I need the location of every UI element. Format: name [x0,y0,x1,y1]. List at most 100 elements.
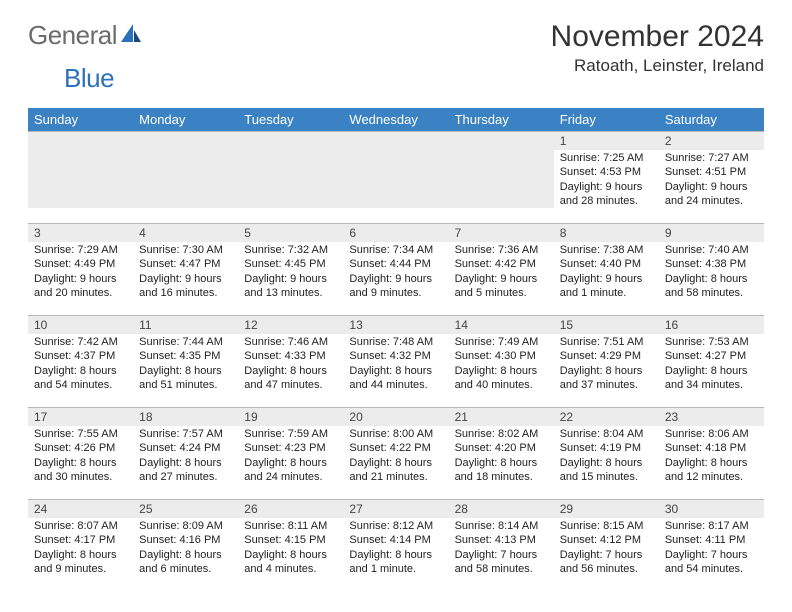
calendar-day-cell: 16Sunrise: 7:53 AMSunset: 4:27 PMDayligh… [659,316,764,408]
sunrise-text: Sunrise: 8:09 AM [139,519,232,533]
sunset-text: Sunset: 4:22 PM [349,441,442,455]
day-details: Sunrise: 7:46 AMSunset: 4:33 PMDaylight:… [238,334,343,396]
day-details: Sunrise: 7:57 AMSunset: 4:24 PMDaylight:… [133,426,238,488]
sunrise-text: Sunrise: 8:04 AM [560,427,653,441]
calendar-day-cell: 14Sunrise: 7:49 AMSunset: 4:30 PMDayligh… [449,316,554,408]
day-details: Sunrise: 8:02 AMSunset: 4:20 PMDaylight:… [449,426,554,488]
sunrise-text: Sunrise: 7:51 AM [560,335,653,349]
day-details: Sunrise: 7:27 AMSunset: 4:51 PMDaylight:… [659,150,764,212]
daylight-line1: Daylight: 9 hours [560,180,653,194]
calendar-header-row: Sunday Monday Tuesday Wednesday Thursday… [28,108,764,131]
daylight-line1: Daylight: 9 hours [455,272,548,286]
sunset-text: Sunset: 4:18 PM [665,441,758,455]
day-number [449,132,554,150]
sunrise-text: Sunrise: 7:40 AM [665,243,758,257]
daylight-line1: Daylight: 9 hours [244,272,337,286]
sunrise-text: Sunrise: 7:30 AM [139,243,232,257]
sunrise-text: Sunrise: 8:07 AM [34,519,127,533]
calendar-day-cell: 18Sunrise: 7:57 AMSunset: 4:24 PMDayligh… [133,408,238,500]
calendar-day-cell: 19Sunrise: 7:59 AMSunset: 4:23 PMDayligh… [238,408,343,500]
day-number: 2 [659,132,764,150]
daylight-line2: and 58 minutes. [665,286,758,300]
sunrise-text: Sunrise: 7:29 AM [34,243,127,257]
day-details: Sunrise: 8:17 AMSunset: 4:11 PMDaylight:… [659,518,764,580]
sunset-text: Sunset: 4:24 PM [139,441,232,455]
day-number: 7 [449,224,554,242]
sunset-text: Sunset: 4:44 PM [349,257,442,271]
day-details: Sunrise: 8:09 AMSunset: 4:16 PMDaylight:… [133,518,238,580]
calendar-day-cell: 6Sunrise: 7:34 AMSunset: 4:44 PMDaylight… [343,224,448,316]
daylight-line1: Daylight: 8 hours [244,364,337,378]
daylight-line2: and 12 minutes. [665,470,758,484]
calendar-day-cell: 12Sunrise: 7:46 AMSunset: 4:33 PMDayligh… [238,316,343,408]
daylight-line2: and 1 minute. [560,286,653,300]
day-number: 1 [554,132,659,150]
calendar-day-cell: 5Sunrise: 7:32 AMSunset: 4:45 PMDaylight… [238,224,343,316]
day-details: Sunrise: 7:55 AMSunset: 4:26 PMDaylight:… [28,426,133,488]
calendar-day-cell: 30Sunrise: 8:17 AMSunset: 4:11 PMDayligh… [659,500,764,592]
sunrise-text: Sunrise: 7:42 AM [34,335,127,349]
calendar-day-cell: 8Sunrise: 7:38 AMSunset: 4:40 PMDaylight… [554,224,659,316]
calendar-day-cell: 1Sunrise: 7:25 AMSunset: 4:53 PMDaylight… [554,132,659,224]
col-thursday: Thursday [449,108,554,131]
sunset-text: Sunset: 4:29 PM [560,349,653,363]
day-details: Sunrise: 7:29 AMSunset: 4:49 PMDaylight:… [28,242,133,304]
day-number: 30 [659,500,764,518]
sunset-text: Sunset: 4:51 PM [665,165,758,179]
daylight-line1: Daylight: 9 hours [560,272,653,286]
day-number: 22 [554,408,659,426]
day-details: Sunrise: 7:30 AMSunset: 4:47 PMDaylight:… [133,242,238,304]
col-wednesday: Wednesday [343,108,448,131]
sunset-text: Sunset: 4:38 PM [665,257,758,271]
daylight-line2: and 51 minutes. [139,378,232,392]
sunset-text: Sunset: 4:35 PM [139,349,232,363]
daylight-line1: Daylight: 8 hours [349,548,442,562]
day-details: Sunrise: 8:00 AMSunset: 4:22 PMDaylight:… [343,426,448,488]
calendar-week-row: 24Sunrise: 8:07 AMSunset: 4:17 PMDayligh… [28,500,764,592]
sunrise-text: Sunrise: 8:15 AM [560,519,653,533]
sunrise-text: Sunrise: 7:38 AM [560,243,653,257]
daylight-line1: Daylight: 7 hours [560,548,653,562]
sunset-text: Sunset: 4:30 PM [455,349,548,363]
daylight-line2: and 20 minutes. [34,286,127,300]
daylight-line2: and 24 minutes. [665,194,758,208]
daylight-line1: Daylight: 8 hours [665,272,758,286]
calendar-day-cell: 9Sunrise: 7:40 AMSunset: 4:38 PMDaylight… [659,224,764,316]
sunset-text: Sunset: 4:37 PM [34,349,127,363]
daylight-line1: Daylight: 9 hours [349,272,442,286]
sunset-text: Sunset: 4:42 PM [455,257,548,271]
day-number: 3 [28,224,133,242]
daylight-line1: Daylight: 8 hours [244,456,337,470]
sunrise-text: Sunrise: 7:55 AM [34,427,127,441]
day-number: 11 [133,316,238,334]
day-number: 14 [449,316,554,334]
daylight-line2: and 9 minutes. [349,286,442,300]
day-details: Sunrise: 7:44 AMSunset: 4:35 PMDaylight:… [133,334,238,396]
month-title: November 2024 [551,20,764,54]
daylight-line2: and 16 minutes. [139,286,232,300]
calendar-week-row: 1Sunrise: 7:25 AMSunset: 4:53 PMDaylight… [28,132,764,224]
sunrise-text: Sunrise: 8:02 AM [455,427,548,441]
daylight-line1: Daylight: 8 hours [665,456,758,470]
sunset-text: Sunset: 4:14 PM [349,533,442,547]
col-friday: Friday [554,108,659,131]
daylight-line1: Daylight: 8 hours [349,456,442,470]
day-details: Sunrise: 8:06 AMSunset: 4:18 PMDaylight:… [659,426,764,488]
calendar-day-cell: 2Sunrise: 7:27 AMSunset: 4:51 PMDaylight… [659,132,764,224]
daylight-line1: Daylight: 8 hours [349,364,442,378]
daylight-line1: Daylight: 8 hours [139,364,232,378]
day-details: Sunrise: 8:12 AMSunset: 4:14 PMDaylight:… [343,518,448,580]
daylight-line2: and 56 minutes. [560,562,653,576]
sunrise-text: Sunrise: 7:59 AM [244,427,337,441]
day-details: Sunrise: 8:14 AMSunset: 4:13 PMDaylight:… [449,518,554,580]
day-number [28,132,133,150]
calendar-day-cell: 24Sunrise: 8:07 AMSunset: 4:17 PMDayligh… [28,500,133,592]
day-number: 4 [133,224,238,242]
sunset-text: Sunset: 4:40 PM [560,257,653,271]
sunset-text: Sunset: 4:11 PM [665,533,758,547]
daylight-line1: Daylight: 8 hours [665,364,758,378]
day-number [343,132,448,150]
sunset-text: Sunset: 4:53 PM [560,165,653,179]
daylight-line1: Daylight: 9 hours [34,272,127,286]
col-saturday: Saturday [659,108,764,131]
